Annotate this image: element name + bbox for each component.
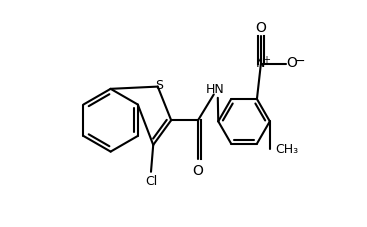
Text: HN: HN (206, 84, 224, 96)
Text: O: O (193, 164, 204, 178)
Text: CH₃: CH₃ (275, 143, 299, 156)
Text: +: + (262, 55, 270, 65)
Text: −: − (295, 55, 305, 68)
Text: O: O (255, 21, 266, 35)
Text: Cl: Cl (145, 175, 157, 188)
Text: O: O (286, 56, 297, 70)
Text: N: N (256, 57, 266, 69)
Text: S: S (155, 79, 163, 92)
